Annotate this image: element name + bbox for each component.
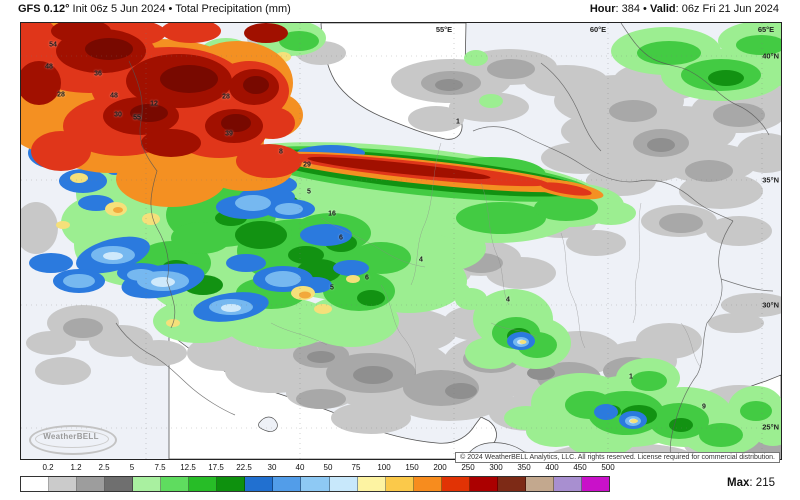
colorbar-tick: 50	[323, 463, 333, 472]
precip-yellow	[56, 52, 638, 423]
colorbar-tick: 250	[461, 463, 475, 472]
colorbar-tick: 75	[351, 463, 361, 472]
max-label: Max	[727, 477, 750, 489]
colorbar-tick: 22.5	[236, 463, 252, 472]
max-number: : 215	[749, 477, 775, 489]
map-title: GFS 0.12° Init 06z 5 Jun 2024 • Total Pr…	[18, 3, 291, 15]
colorbar-segment	[245, 477, 274, 491]
precipitation-map: 54 48 36 28 48 12 30 55 28 39 8 29 5 16 6 6 5 4 1 4 1 9 55°E 60…	[20, 22, 782, 460]
colorbar-segment	[497, 477, 526, 491]
colorbar-segment	[77, 477, 106, 491]
logo-ellipse-inner	[35, 430, 109, 448]
precip-gold	[113, 207, 311, 299]
colorbar-segment	[413, 477, 442, 491]
colorbar-tick: 500	[601, 463, 615, 472]
colorbar-tick: 12.5	[180, 463, 196, 472]
colorbar-segment	[329, 477, 358, 491]
colorbar	[20, 476, 610, 492]
colorbar-segment	[525, 477, 554, 491]
colorbar-segment	[189, 477, 218, 491]
colorbar-segment	[273, 477, 302, 491]
colorbar-tick: 17.5	[208, 463, 224, 472]
map-canvas	[21, 23, 781, 459]
colorbar-segment	[357, 477, 386, 491]
colorbar-segment	[441, 477, 470, 491]
colorbar-segment	[21, 477, 50, 491]
colorbar-segment	[553, 477, 582, 491]
colorbar-tick-labels: 0.2 1.2 2.5 5 7.5 12.5 17.5 22.5 30 40 50 75 100 150 2…	[20, 463, 614, 473]
init-info: Init 06z 5 Jun 2024 • Total Precipitatio…	[69, 3, 291, 15]
colorbar-tick: 7.5	[154, 463, 166, 472]
qatar-peninsula	[258, 416, 278, 432]
colorbar-segment	[301, 477, 330, 491]
colorbar-segment	[581, 477, 609, 491]
colorbar-tick: 5	[129, 463, 135, 472]
colorbar-tick: 1.2	[70, 463, 82, 472]
colorbar-tick: 450	[573, 463, 587, 472]
max-value: Max: 215	[727, 477, 775, 489]
copyright-notice: © 2024 WeatherBELL Analytics, LLC. All r…	[455, 452, 780, 463]
graticule	[21, 23, 781, 459]
forecast-hour-valid: Hour: 384 • Valid: 06z Fri 21 Jun 2024	[590, 3, 779, 15]
model-name: GFS 0.12°	[18, 3, 70, 15]
precip-blue-light	[40, 144, 641, 426]
colorbar-segment	[385, 477, 414, 491]
colorbar-tick: 350	[517, 463, 531, 472]
colorbar-tick: 100	[377, 463, 391, 472]
valid-label: Valid	[649, 3, 676, 15]
colorbar-tick: 150	[405, 463, 419, 472]
colorbar-segment	[161, 477, 190, 491]
colorbar-tick: 2.5	[98, 463, 110, 472]
weatherbell-logo: WeatherBELL	[29, 423, 117, 455]
colorbar-segment	[133, 477, 162, 491]
province-borders	[270, 142, 702, 376]
precip-maroon	[85, 38, 269, 132]
hour-label: Hour	[589, 3, 616, 15]
colorbar-tick: 300	[489, 463, 503, 472]
logo-ellipse-outer	[29, 425, 117, 455]
colorbar-tick: 400	[545, 463, 559, 472]
colorbar-tick: 0.2	[42, 463, 54, 472]
colorbar-tick: 30	[267, 463, 277, 472]
colorbar-tick: 40	[295, 463, 305, 472]
hour-value: : 384 •	[615, 3, 650, 15]
colorbar-tick: 200	[433, 463, 447, 472]
colorbar-segment	[469, 477, 498, 491]
logo-text: WeatherBELL	[43, 432, 99, 441]
colorbar-segment	[105, 477, 134, 491]
colorbar-segment	[49, 477, 78, 491]
colorbar-segment	[217, 477, 246, 491]
valid-value: : 06z Fri 21 Jun 2024	[675, 3, 779, 15]
country-borders	[115, 23, 774, 459]
